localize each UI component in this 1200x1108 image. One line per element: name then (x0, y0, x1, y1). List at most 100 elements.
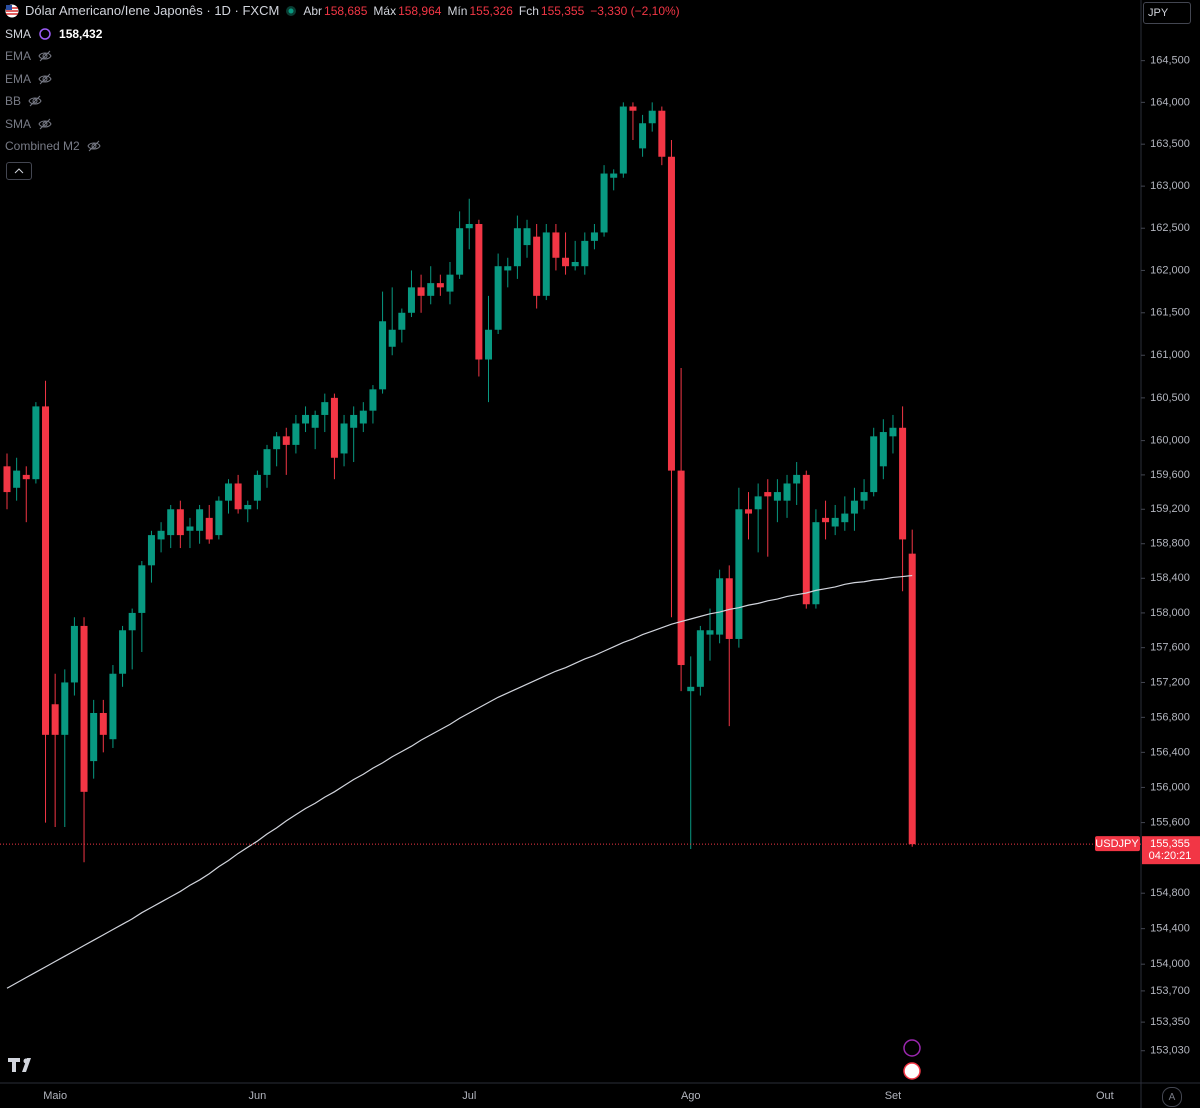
candle-body (128, 612, 136, 631)
event-icon (903, 1039, 921, 1057)
indicator-row[interactable]: EMA (5, 71, 53, 87)
x-tick-label: Jun (249, 1090, 267, 1102)
y-tick-label: 161,500 (1150, 307, 1190, 319)
candle-body (51, 704, 59, 735)
candle-body (504, 266, 512, 271)
hidden-icon (28, 95, 42, 107)
candle-body (90, 712, 98, 762)
candle-body (764, 492, 772, 497)
indicator-row[interactable]: Combined M2 (5, 138, 102, 154)
close-value: 155,355 (540, 3, 585, 18)
high-value: 158,964 (398, 3, 442, 18)
collapse-button[interactable] (6, 162, 32, 180)
hidden-icon (87, 140, 101, 152)
candle-body (407, 287, 415, 313)
indicator-name: SMA (5, 27, 32, 41)
symbol-name[interactable]: Dólar Americano/Iene Japonês · 1D · FXCM (25, 3, 280, 18)
candle-body (542, 232, 550, 296)
candle-body (716, 578, 724, 635)
candle-body (619, 106, 627, 174)
y-tick-label: 159,200 (1150, 503, 1190, 515)
y-tick-label: 154,800 (1150, 887, 1190, 899)
high-label: Máx (373, 3, 397, 18)
candle-body (109, 673, 117, 740)
candle-body (157, 530, 165, 540)
candle-body (70, 625, 78, 683)
y-tick-label: 163,000 (1150, 180, 1190, 192)
candle-body (667, 156, 675, 471)
candle-body (687, 686, 695, 692)
candle-body (899, 427, 907, 540)
candle-body (138, 565, 146, 613)
y-tick-label: 158,400 (1150, 572, 1190, 584)
y-tick-label: 160,000 (1150, 435, 1190, 447)
y-tick-label: 158,800 (1150, 538, 1190, 550)
candle-body (379, 321, 387, 390)
candle-body (745, 509, 753, 514)
currency-label: JPY (1148, 7, 1169, 19)
candle-body (205, 517, 213, 540)
flag-icon (5, 4, 19, 17)
currency-button[interactable]: JPY (1143, 2, 1191, 24)
y-tick-label: 162,500 (1150, 222, 1190, 234)
candle-body (215, 500, 223, 536)
indicator-icon (39, 28, 51, 40)
candle-body (147, 535, 155, 566)
candle-body (581, 240, 589, 267)
status-dot (286, 5, 297, 16)
candle-body (359, 410, 367, 424)
candle-body (706, 630, 714, 635)
y-tick-label: 159,600 (1150, 469, 1190, 481)
candle-body (850, 500, 858, 514)
event-icon (903, 1062, 921, 1080)
open-value: 158,685 (324, 3, 368, 18)
candle-body (600, 173, 608, 233)
x-tick-label: Ago (681, 1090, 701, 1102)
auto-scale-button[interactable]: A (1162, 1087, 1182, 1107)
candle-body (302, 414, 310, 424)
candle-body (494, 266, 502, 330)
candle-body (176, 509, 184, 536)
y-tick-label: 154,000 (1150, 958, 1190, 970)
candle-body (186, 526, 194, 531)
candle-body (552, 232, 560, 258)
price-tag-symbol-bg (1095, 836, 1140, 852)
candle-body (436, 283, 444, 288)
candle-body (860, 492, 868, 501)
y-tick-label: 155,600 (1150, 816, 1190, 828)
indicator-name: EMA (5, 49, 32, 63)
candle-body (273, 436, 281, 450)
moving-average-line (6, 574, 913, 989)
candle-body (658, 110, 666, 157)
x-tick-label: Maio (43, 1090, 67, 1102)
candle-body (311, 414, 319, 428)
candle-body (398, 312, 406, 330)
candle-body (908, 553, 916, 845)
candle-body (513, 228, 521, 267)
y-tick-label: 164,500 (1150, 55, 1190, 67)
indicator-row[interactable]: SMA 158,432 (5, 26, 102, 42)
hidden-icon (38, 118, 52, 129)
y-tick-label: 156,400 (1150, 746, 1190, 758)
candle-body (22, 474, 30, 480)
indicator-row[interactable]: EMA (5, 48, 53, 64)
candle-body (244, 504, 252, 510)
candle-body (330, 397, 338, 458)
x-tick-label: Set (885, 1090, 902, 1102)
indicator-name: SMA (5, 116, 32, 131)
candle-body (802, 474, 810, 605)
low-label: Mín (447, 3, 468, 18)
hidden-icon (38, 73, 52, 84)
candle-body (350, 414, 358, 428)
candle-body (485, 329, 492, 360)
candle-body (793, 474, 801, 484)
y-tick-label: 157,200 (1150, 676, 1190, 688)
candle-body (119, 630, 127, 674)
y-tick-label: 163,500 (1150, 138, 1190, 150)
price-tag-bg (1142, 836, 1200, 865)
y-tick-label: 160,500 (1150, 392, 1190, 404)
indicator-row[interactable]: SMA (5, 116, 53, 132)
indicator-row[interactable]: BB (5, 93, 43, 109)
y-tick-label: 162,000 (1150, 264, 1190, 276)
